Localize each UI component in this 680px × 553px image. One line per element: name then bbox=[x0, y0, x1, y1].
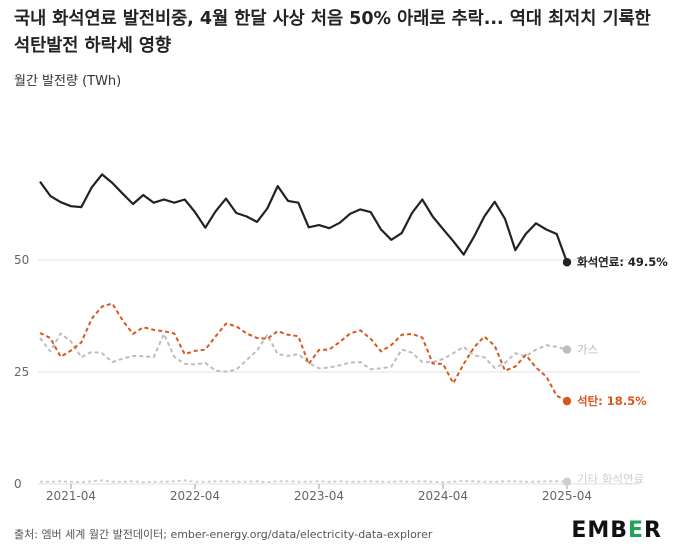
series-line-1 bbox=[40, 304, 567, 402]
x-tick-label: 2021-04 bbox=[46, 489, 96, 503]
series-end-marker-2 bbox=[563, 345, 571, 353]
series-end-label-0: 화석연료: 49.5% bbox=[577, 255, 668, 269]
series-end-label-3: 기타 화석연료 bbox=[577, 472, 644, 486]
y-tick-label: 25 bbox=[14, 365, 29, 379]
series-line-0 bbox=[40, 174, 567, 262]
series-end-marker-3 bbox=[563, 478, 571, 486]
y-tick-label: 50 bbox=[14, 253, 29, 267]
source-note: 출처: 엠버 세계 월간 발전데이터; ember-energy.org/dat… bbox=[14, 526, 432, 542]
x-tick-label: 2023-04 bbox=[294, 489, 344, 503]
series-line-3 bbox=[40, 480, 567, 482]
y-tick-label: 0 bbox=[14, 477, 22, 491]
series-end-label-2: 가스 bbox=[577, 343, 598, 357]
series-end-marker-0 bbox=[563, 258, 571, 266]
ember-logo: EMBER bbox=[571, 518, 662, 543]
x-tick-label: 2022-04 bbox=[170, 489, 220, 503]
series-end-label-1: 석탄: 18.5% bbox=[577, 394, 647, 408]
x-tick-label: 2025-04 bbox=[542, 489, 592, 503]
series-end-marker-1 bbox=[563, 397, 571, 405]
x-tick-label: 2024-04 bbox=[418, 489, 468, 503]
